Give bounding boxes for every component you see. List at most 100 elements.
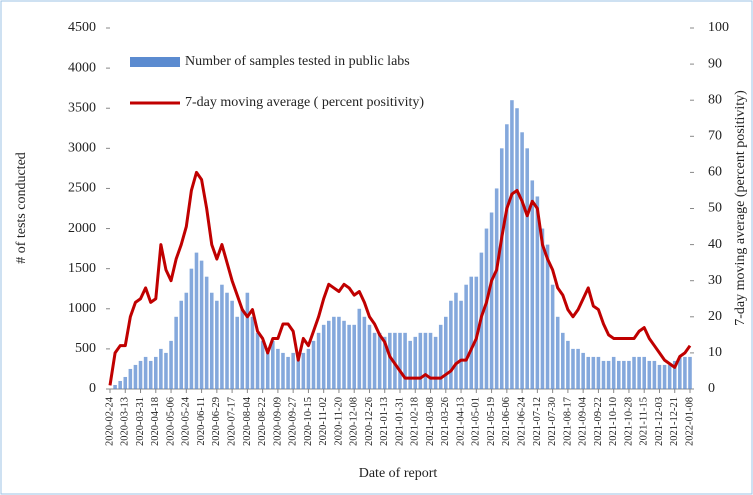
x-tick-label: 2020-03-31 [135, 397, 146, 446]
bar [683, 356, 687, 389]
bar [235, 316, 239, 389]
y-axis-label: # of tests conducted [14, 152, 29, 264]
bar [296, 356, 301, 389]
x-tick-label: 2020-12-26 [364, 397, 375, 446]
bar [342, 320, 346, 389]
bar [444, 316, 448, 389]
bar [688, 356, 692, 389]
x-tick-label: 2020-10-15 [303, 397, 314, 446]
bar [545, 244, 550, 389]
bar [530, 180, 535, 389]
bar [561, 332, 565, 389]
x-tick-label: 2020-05-06 [165, 397, 176, 446]
bar [240, 308, 245, 389]
x-tick-label: 2020-08-22 [257, 397, 268, 446]
x-tick-label: 2020-12-08 [349, 397, 360, 446]
bar [418, 332, 423, 389]
y2-tick-label: 60 [708, 165, 722, 180]
x-tick-label: 2020-06-11 [196, 397, 207, 446]
bar [138, 360, 143, 389]
bar [189, 268, 194, 389]
x-tick-label: 2020-05-24 [181, 396, 192, 446]
bar [555, 316, 560, 389]
bar [332, 316, 336, 389]
bar [494, 188, 499, 389]
bar [291, 352, 295, 389]
bar [143, 356, 148, 389]
legend-swatch [130, 57, 180, 67]
bar [520, 132, 524, 390]
y2-tick-label: 40 [708, 237, 722, 252]
x-tick-label: 2021-08-17 [562, 397, 573, 446]
x-tick-label: 2021-11-15 [639, 397, 650, 446]
x-tick-label: 2022-01-08 [684, 397, 695, 446]
bar [301, 352, 306, 389]
bar [586, 356, 591, 389]
x-tick-label: 2020-11-20 [333, 397, 344, 446]
bar [367, 324, 372, 389]
y2-tick-label: 30 [708, 273, 722, 288]
bar [260, 340, 265, 389]
bar [118, 380, 122, 389]
y-tick-label: 1000 [68, 301, 96, 316]
y2-tick-label: 100 [708, 20, 729, 35]
bar [611, 356, 616, 389]
y-tick-label: 2500 [68, 181, 96, 196]
bar [657, 364, 662, 389]
y-tick-label: 2000 [68, 221, 96, 236]
bar [250, 316, 255, 389]
bar [255, 332, 260, 389]
line [108, 170, 692, 386]
bar [652, 360, 657, 389]
bar [576, 348, 580, 389]
bar [169, 340, 173, 389]
bar [199, 260, 204, 389]
bar [566, 340, 570, 389]
bar [398, 332, 402, 389]
bar [515, 108, 519, 389]
bar [215, 300, 219, 389]
bar [128, 368, 133, 389]
bar [179, 300, 184, 389]
bar [306, 348, 311, 389]
bar [627, 360, 631, 389]
x-tick-label: 2021-10-10 [608, 397, 619, 446]
bar [326, 320, 331, 389]
bar [632, 356, 636, 389]
bar [505, 124, 509, 390]
bar [265, 348, 270, 389]
bar [571, 348, 575, 389]
x-tick-label: 2021-06-24 [517, 396, 528, 446]
y2-tick-label: 70 [708, 129, 722, 144]
bar [662, 364, 667, 389]
bar [194, 252, 199, 389]
x-tick-label: 2021-09-22 [593, 397, 604, 446]
x-tick-label: 2021-05-01 [471, 397, 482, 446]
bar [535, 196, 540, 389]
bar [408, 340, 412, 389]
bar [489, 212, 494, 389]
bar [647, 360, 652, 389]
bar [311, 340, 316, 389]
bar [393, 332, 397, 389]
bar [316, 332, 321, 389]
bar [209, 292, 214, 389]
y2-tick-label: 10 [708, 345, 722, 360]
bar [591, 356, 596, 389]
y2-tick-label: 0 [708, 381, 715, 396]
y-tick-label: 4000 [68, 60, 96, 75]
bar [438, 324, 443, 389]
bar [484, 228, 489, 389]
bar [606, 360, 611, 389]
bar [433, 336, 438, 389]
bar [276, 348, 280, 389]
bar [428, 332, 433, 389]
bar [174, 316, 178, 389]
y2-tick-label: 90 [708, 56, 722, 71]
bar [362, 316, 367, 389]
y-tick-label: 3500 [68, 100, 96, 115]
bar [540, 228, 545, 389]
x-tick-label: 2021-01-13 [379, 397, 390, 446]
